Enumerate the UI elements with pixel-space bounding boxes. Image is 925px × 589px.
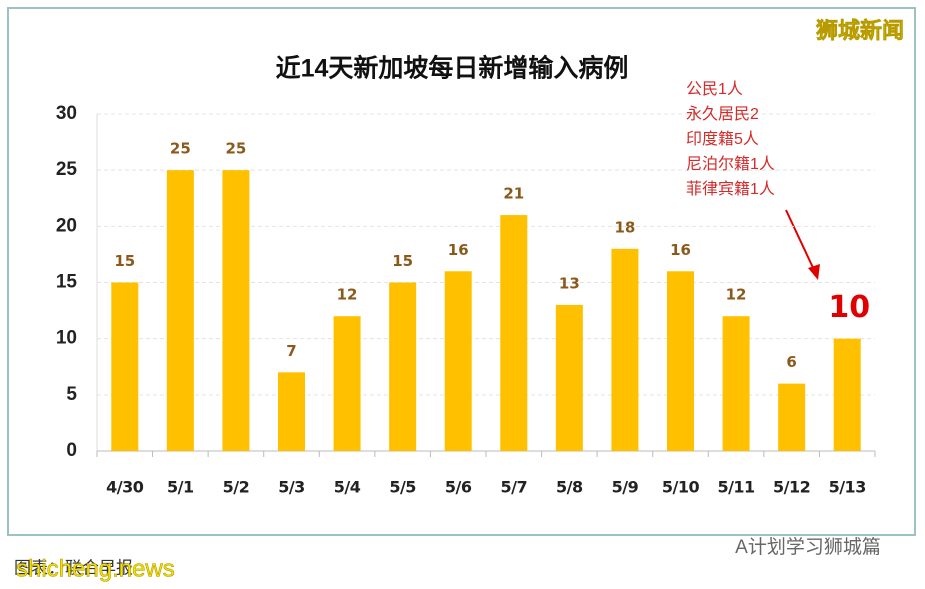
annotation: 永久居民2: [686, 105, 759, 123]
bar: [444, 271, 472, 451]
bar: [389, 282, 417, 451]
value-label: 16: [448, 241, 469, 259]
value-label: 12: [337, 286, 358, 304]
x-tick-label: 4/30: [106, 478, 144, 497]
bar: [722, 316, 750, 451]
bar: [611, 248, 639, 451]
y-tick-label: 5: [66, 384, 77, 405]
bar: [278, 372, 305, 451]
source: 图表：联合早报: [14, 558, 133, 577]
value-label: 21: [503, 185, 524, 203]
value-label: 12: [726, 286, 747, 304]
bar: [111, 282, 139, 451]
watermark: A计划学习狮城篇: [735, 536, 881, 558]
value-label: 15: [392, 252, 413, 270]
y-tick-label: 30: [56, 103, 77, 124]
x-tick-label: 5/7: [500, 478, 527, 497]
bar: [778, 383, 806, 451]
bar: [500, 215, 528, 451]
value-label: 13: [559, 274, 580, 292]
y-tick-label: 10: [56, 328, 77, 349]
y-tick-label: 15: [56, 272, 78, 293]
y-tick-label: 25: [56, 159, 78, 180]
value-label: 25: [225, 140, 246, 158]
x-tick-label: 5/9: [612, 478, 639, 497]
value-label: 15: [114, 252, 135, 270]
chart-title: 近14天新加坡每日新增输入病例: [276, 54, 629, 83]
value-label: 18: [614, 218, 635, 236]
value-label: 16: [670, 241, 691, 259]
value-label: 10: [828, 290, 870, 325]
x-tick-label: 5/8: [556, 478, 583, 497]
y-tick-label: 20: [56, 215, 77, 236]
x-tick-label: 5/1: [167, 478, 194, 497]
x-tick-label: 5/2: [223, 478, 250, 497]
x-tick-label: 5/13: [829, 478, 866, 497]
y-tick-label: 0: [66, 440, 77, 461]
x-tick-label: 5/4: [334, 478, 361, 497]
value-label: 25: [170, 140, 191, 158]
x-tick-label: 5/11: [717, 478, 755, 497]
x-tick-label: 5/5: [389, 478, 416, 497]
value-label: 6: [786, 353, 796, 371]
annotation-arrow: [785, 209, 816, 273]
bar: [333, 316, 361, 451]
bar: [222, 170, 250, 451]
bar: [833, 338, 861, 451]
x-tick-label: 5/12: [773, 478, 810, 497]
annotation: 印度籍5人: [686, 130, 759, 148]
bar: [166, 170, 194, 451]
annotation: 尼泊尔籍1人: [686, 155, 775, 173]
x-tick-label: 5/10: [662, 478, 700, 497]
watermark: 狮城新闻: [816, 18, 904, 43]
x-tick-label: 5/3: [278, 478, 305, 497]
bar: [667, 271, 694, 451]
x-tick-label: 5/6: [445, 478, 472, 497]
value-label: 7: [286, 342, 296, 360]
annotation-arrowhead: [808, 264, 820, 280]
watermark: shicheng.news: [16, 555, 175, 582]
annotation: 菲律宾籍1人: [686, 180, 775, 198]
bar: [555, 304, 583, 451]
annotation: 公民1人: [686, 80, 743, 98]
